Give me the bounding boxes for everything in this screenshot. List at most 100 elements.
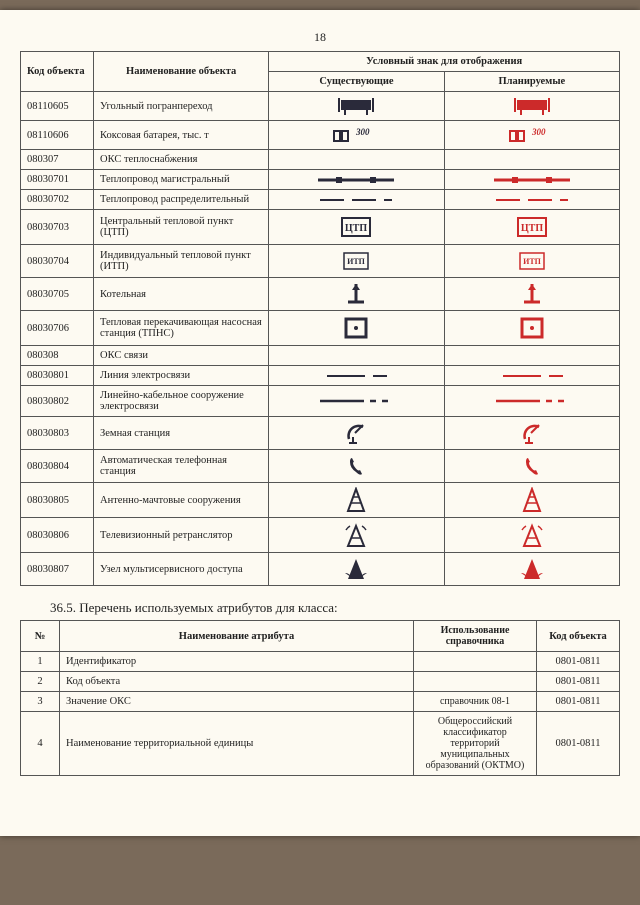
table-row: 08030805Антенно-мачтовые сооружения [21, 483, 620, 518]
table-row: 08030804Автоматическая телефонная станци… [21, 450, 620, 483]
cell-symbol-planned [444, 311, 619, 346]
svg-text:300: 300 [531, 127, 546, 137]
cable_line-icon [492, 397, 572, 405]
cell-code: 08030805 [21, 483, 94, 518]
phone-icon [522, 454, 542, 478]
table-row: 08030701Теплопровод магистральный [21, 170, 620, 190]
pipe_dist-icon [492, 195, 572, 205]
cell-name: Теплопровод распределительный [94, 190, 269, 210]
cell-attr-ref: Общероссийский классификатор территорий … [414, 712, 537, 776]
tel_line-icon [497, 372, 567, 380]
pipe_main-icon [492, 175, 572, 185]
tower-icon [520, 487, 544, 513]
cell-symbol-existing: 300 [269, 121, 444, 150]
cable_line-icon [316, 397, 396, 405]
tv_tower-icon [342, 522, 370, 548]
cell-attr-ref: справочник 08-1 [414, 692, 537, 712]
ctp-icon: ЦТП [336, 214, 376, 240]
itp-icon: ИТП [339, 249, 373, 273]
cell-code: 08110606 [21, 121, 94, 150]
cell-symbol-existing [269, 92, 444, 121]
cell-code: 08030704 [21, 245, 94, 278]
cell-attr-code: 0801-0811 [537, 712, 620, 776]
cell-attr-ref [414, 652, 537, 672]
pipe_dist-icon [316, 195, 396, 205]
svg-text:300: 300 [355, 127, 370, 137]
tpns-icon [518, 315, 546, 341]
msan-icon [341, 557, 371, 581]
cell-name: Линия электросвязи [94, 366, 269, 386]
cell-symbol-existing [269, 450, 444, 483]
table-row: 1Идентификатор0801-0811 [21, 652, 620, 672]
table-row: 4Наименование территориальной единицыОбщ… [21, 712, 620, 776]
cell-symbol-planned: 300 [444, 121, 619, 150]
th-attr-num: № [21, 621, 60, 652]
pipe_main-icon [316, 175, 396, 185]
cell-symbol-existing [269, 170, 444, 190]
symbols-table: Код объекта Наименование объекта Условны… [20, 51, 620, 586]
coke_battery-icon: 300 [502, 125, 562, 145]
cell-symbol-existing [269, 386, 444, 417]
cell-name: Узел мультисервисного доступа [94, 553, 269, 586]
svg-text:ЦТП: ЦТП [345, 223, 367, 234]
dish-icon [343, 421, 369, 445]
document-page: 18 Код объекта Наименование объекта Усло… [0, 10, 640, 836]
cell-symbol-planned [444, 386, 619, 417]
border_cross-icon [331, 96, 381, 116]
cell-symbol-planned [444, 92, 619, 121]
cell-name: Теплопровод магистральный [94, 170, 269, 190]
th-attr-ref: Использование справочника [414, 621, 537, 652]
border_cross-icon [507, 96, 557, 116]
phone-icon [346, 454, 366, 478]
cell-name: ОКС теплоснабжения [94, 150, 269, 170]
cell-code: 08030705 [21, 278, 94, 311]
cell-symbol-existing [269, 346, 444, 366]
cell-name: Коксовая батарея, тыс. т [94, 121, 269, 150]
section-title: 36.5. Перечень используемых атрибутов дл… [50, 600, 620, 616]
cell-code: 08030702 [21, 190, 94, 210]
table-row: 3Значение ОКСсправочник 08-10801-0811 [21, 692, 620, 712]
table-row: 08110606Коксовая батарея, тыс. т 300 300 [21, 121, 620, 150]
cell-code: 080307 [21, 150, 94, 170]
cell-symbol-existing [269, 483, 444, 518]
cell-attr-name: Значение ОКС [60, 692, 414, 712]
table-row: 08030803Земная станция [21, 417, 620, 450]
tower-icon [344, 487, 368, 513]
cell-code: 08030801 [21, 366, 94, 386]
ctp-icon: ЦТП [512, 214, 552, 240]
th-code: Код объекта [21, 52, 94, 92]
cell-name: Телевизионный ретранслятор [94, 518, 269, 553]
cell-code: 08030802 [21, 386, 94, 417]
table-row: 080308ОКС связи [21, 346, 620, 366]
cell-attr-ref [414, 672, 537, 692]
cell-symbol-planned [444, 450, 619, 483]
cell-symbol-existing [269, 518, 444, 553]
table-row: 08030705Котельная [21, 278, 620, 311]
table-row: 08030807Узел мультисервисного доступа [21, 553, 620, 586]
tel_line-icon [321, 372, 391, 380]
cell-name: Земная станция [94, 417, 269, 450]
cell-code: 080308 [21, 346, 94, 366]
cell-name: Угольный погранпереход [94, 92, 269, 121]
cell-code: 08030807 [21, 553, 94, 586]
cell-attr-num: 1 [21, 652, 60, 672]
th-existing: Существующие [269, 72, 444, 92]
cell-symbol-existing: ЦТП [269, 210, 444, 245]
cell-symbol-planned [444, 346, 619, 366]
attributes-table: № Наименование атрибута Использование сп… [20, 620, 620, 776]
cell-attr-num: 2 [21, 672, 60, 692]
cell-name: Центральный тепловой пункт (ЦТП) [94, 210, 269, 245]
cell-name: Антенно-мачтовые сооружения [94, 483, 269, 518]
cell-symbol-existing [269, 190, 444, 210]
cell-code: 08030803 [21, 417, 94, 450]
cell-symbol-existing [269, 553, 444, 586]
table-row: 08030703Центральный тепловой пункт (ЦТП)… [21, 210, 620, 245]
cell-symbol-planned [444, 150, 619, 170]
cell-symbol-existing: ИТП [269, 245, 444, 278]
th-planned: Планируемые [444, 72, 619, 92]
coke_battery-icon: 300 [326, 125, 386, 145]
cell-code: 08030804 [21, 450, 94, 483]
cell-symbol-planned [444, 417, 619, 450]
cell-symbol-planned: ЦТП [444, 210, 619, 245]
cell-name: Котельная [94, 278, 269, 311]
